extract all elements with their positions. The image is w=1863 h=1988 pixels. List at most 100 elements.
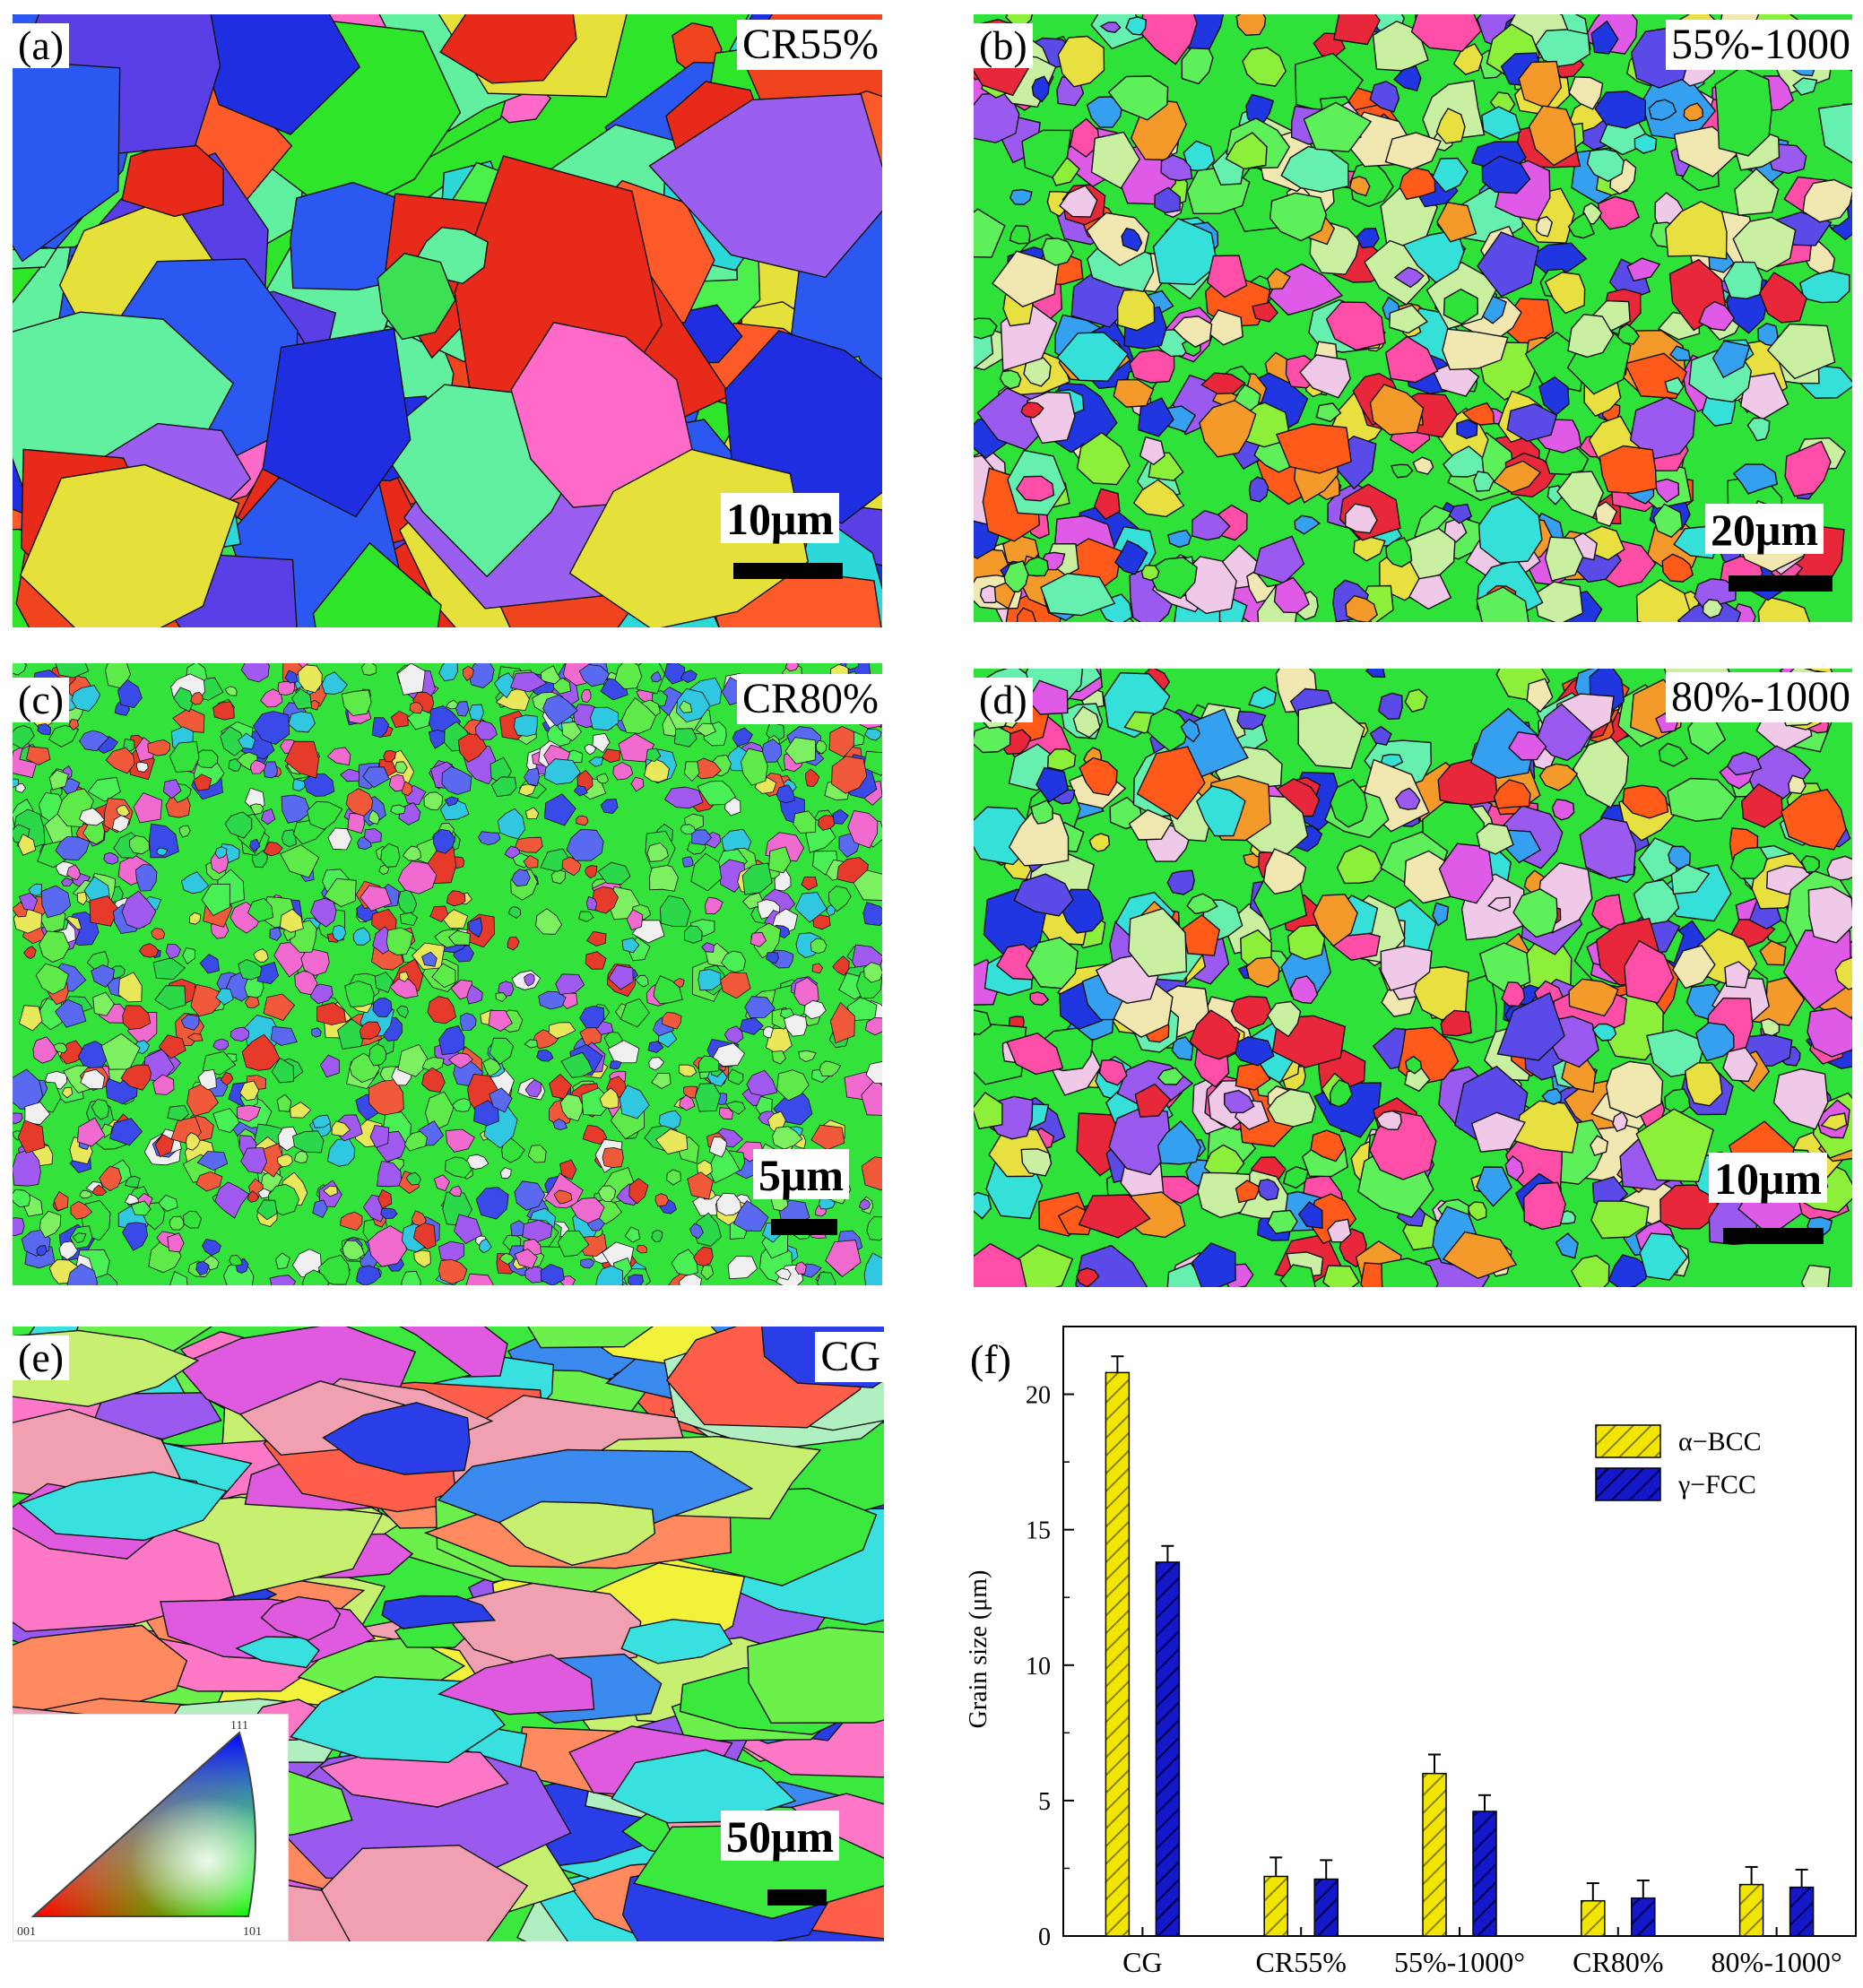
grain <box>1021 129 1072 178</box>
grain <box>312 1199 328 1219</box>
grain <box>224 811 253 839</box>
grain <box>1469 707 1538 779</box>
grain <box>653 975 683 1005</box>
grain <box>767 846 792 874</box>
grain <box>700 1265 715 1281</box>
grain <box>390 710 409 728</box>
grain <box>1228 1036 1275 1067</box>
scale-bar-text: 10μm <box>726 494 834 544</box>
grain <box>693 1246 714 1266</box>
grain <box>579 1005 605 1029</box>
grain <box>1273 576 1310 614</box>
grain <box>17 1119 46 1154</box>
ipf-corner-001: 001 <box>17 1925 36 1939</box>
grain <box>459 1012 477 1031</box>
grain <box>1772 1067 1829 1130</box>
grain <box>648 93 882 279</box>
grain <box>1834 956 1852 990</box>
grain <box>1230 995 1272 1030</box>
scale-bar-text: 50μm <box>726 1811 834 1862</box>
grain <box>1139 436 1165 466</box>
grain <box>1405 1055 1423 1075</box>
grain <box>1568 978 1619 1017</box>
grain-size-chart: (f) 0 5 10 15 20 Grain size (μm) CG CR55% 55%-10… <box>932 1309 1863 1984</box>
grain <box>1167 529 1192 549</box>
grain <box>865 1061 882 1085</box>
grain <box>167 1232 185 1253</box>
grain <box>803 999 827 1020</box>
grain <box>1591 1023 1617 1042</box>
grain <box>152 957 186 980</box>
grain <box>1477 496 1543 564</box>
panel-label: (c) <box>13 678 70 722</box>
grain <box>152 1074 175 1095</box>
grain <box>1442 328 1509 371</box>
grain <box>195 749 219 769</box>
grain <box>79 1189 92 1199</box>
grain <box>310 897 337 928</box>
grain <box>269 927 282 941</box>
grain <box>1090 131 1141 189</box>
grain <box>455 701 470 717</box>
grain <box>441 909 469 929</box>
grain <box>581 689 592 703</box>
ebsd-grain-map <box>13 14 882 627</box>
grain <box>1225 132 1268 170</box>
grain <box>341 689 372 716</box>
grain <box>540 1263 565 1285</box>
grain <box>720 972 751 999</box>
grain <box>646 842 669 862</box>
grain <box>1807 886 1852 944</box>
grain <box>974 317 998 340</box>
grain <box>1668 845 1692 870</box>
grain <box>1590 1200 1650 1240</box>
grain <box>1473 471 1495 492</box>
grain <box>413 1249 431 1268</box>
grain <box>1503 829 1542 864</box>
grain <box>552 1118 568 1131</box>
grain <box>397 860 438 895</box>
grain <box>1436 202 1477 243</box>
grain <box>448 1185 463 1197</box>
grain <box>597 1185 616 1203</box>
grain <box>18 1005 43 1032</box>
scale-bar-label-box: 10μm <box>1709 1153 1827 1203</box>
panel-label: (e) <box>13 1335 70 1380</box>
grain <box>58 1240 78 1260</box>
grain <box>91 1098 109 1120</box>
grain <box>974 1242 1027 1287</box>
grain <box>371 717 389 739</box>
grain <box>256 1199 278 1221</box>
grain <box>399 971 410 982</box>
grain <box>1294 514 1321 535</box>
grain <box>423 791 444 811</box>
grain <box>388 774 405 792</box>
grain <box>1003 560 1029 593</box>
grain <box>40 885 72 919</box>
grain <box>89 895 119 927</box>
grain <box>122 1222 148 1251</box>
grain <box>684 925 703 944</box>
grain <box>263 993 296 1022</box>
grain <box>543 1172 584 1209</box>
grain <box>1594 501 1618 527</box>
grain <box>1248 476 1269 503</box>
grain <box>1504 1154 1525 1181</box>
grain <box>507 936 520 951</box>
grain <box>445 1128 475 1153</box>
grain <box>1586 148 1625 183</box>
ebsd-map-c <box>13 663 882 1285</box>
grain <box>637 663 665 695</box>
panel-d: (d) 80%-1000 10μm <box>974 669 1856 1287</box>
grain <box>1817 103 1852 164</box>
grain <box>1698 300 1736 332</box>
grain <box>130 1200 152 1216</box>
grain <box>1648 99 1677 121</box>
grain <box>1140 564 1160 582</box>
x-tick-label: CG <box>1122 1946 1162 1978</box>
grain <box>586 930 607 946</box>
grain <box>18 1471 228 1542</box>
grain <box>1113 378 1155 408</box>
scale-bar-text: 5μm <box>758 1150 844 1200</box>
grain <box>202 1050 237 1076</box>
